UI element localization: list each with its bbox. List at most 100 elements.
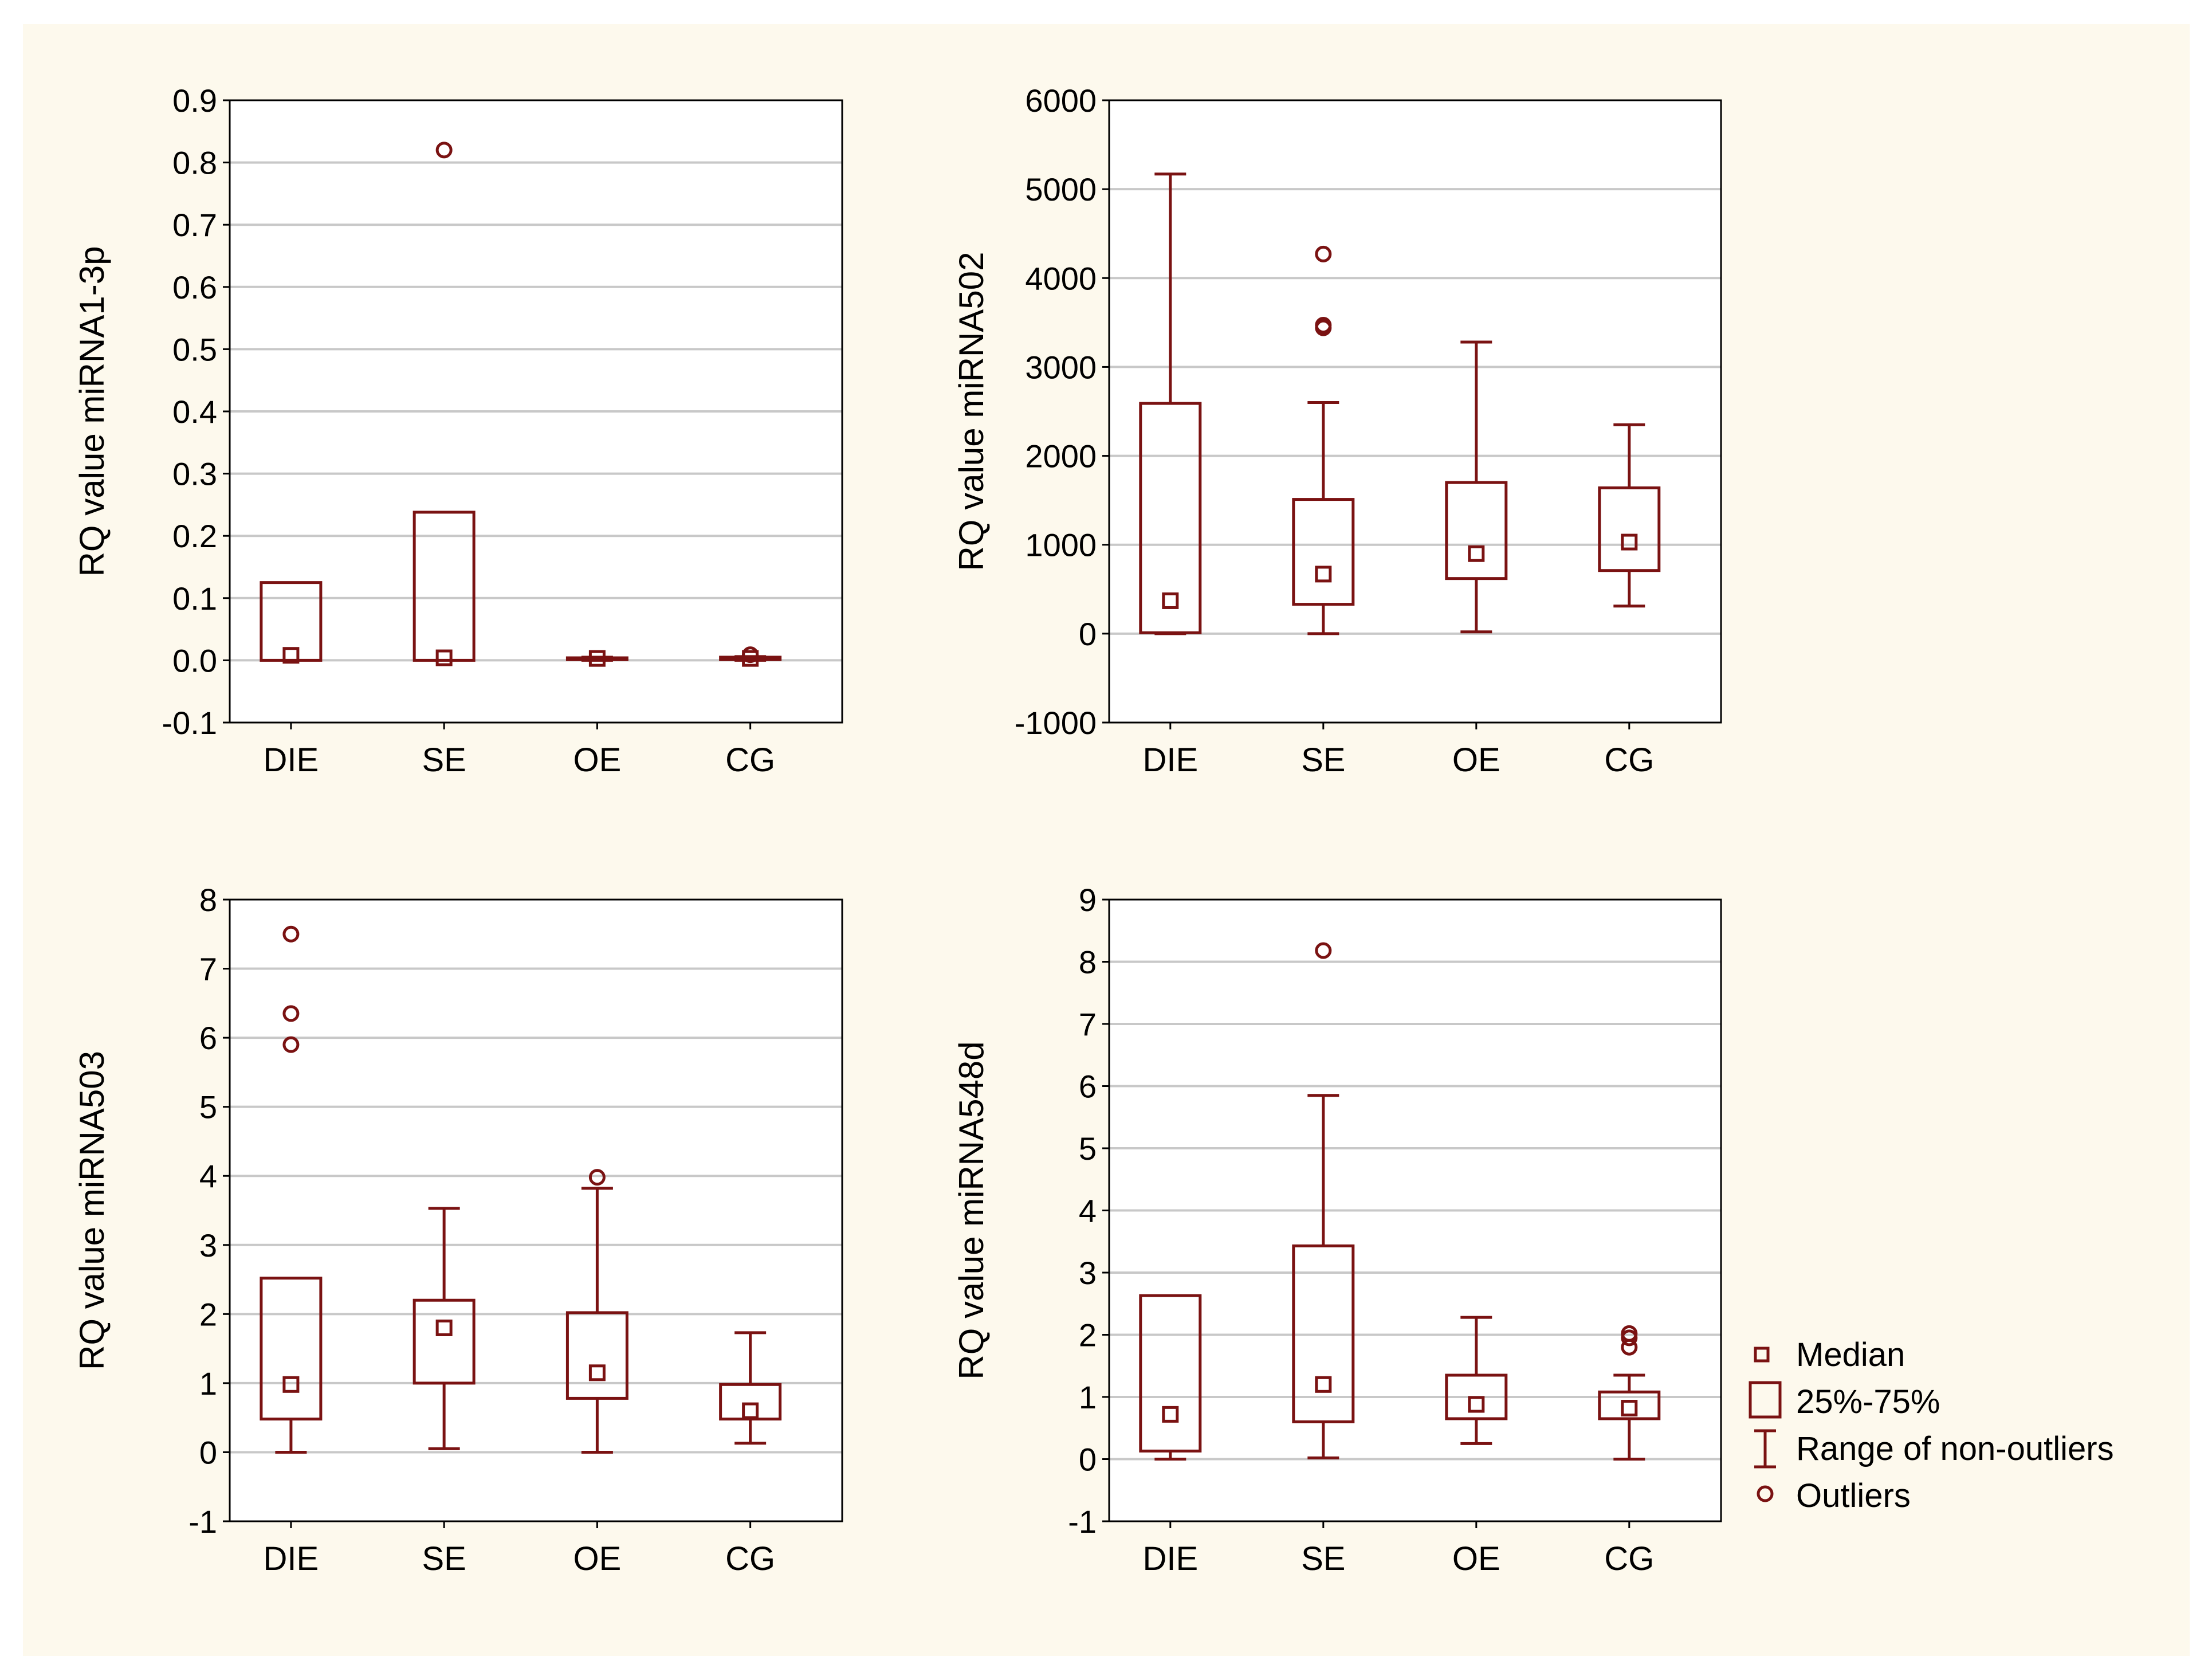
y-tick-label: -1000 <box>1015 705 1097 741</box>
y-tick-label: 0.5 <box>172 331 217 367</box>
plot-frame <box>1108 99 1722 724</box>
legend-label-iqr: 25%-75% <box>1796 1383 1940 1420</box>
y-tick-label: 3 <box>199 1227 217 1263</box>
y-tick-label: 7 <box>199 951 217 987</box>
median-marker <box>282 647 300 664</box>
median-marker <box>1621 533 1638 551</box>
median-marker <box>588 650 606 667</box>
y-tick-label: 0.9 <box>172 83 217 119</box>
y-axis-label: RQ value miRNA503 <box>73 1051 111 1370</box>
y-tick-label: 5 <box>1079 1131 1097 1167</box>
box-cg <box>719 646 782 667</box>
y-tick-label: 6 <box>1079 1069 1097 1105</box>
box-cg <box>719 1331 782 1445</box>
x-tick-label: CG <box>1604 741 1654 779</box>
outlier-point <box>282 925 300 943</box>
x-tick-label: DIE <box>264 741 319 779</box>
box-oe <box>565 1169 628 1454</box>
y-tick-label: 5000 <box>1025 171 1097 207</box>
outlier-point <box>1315 245 1332 262</box>
legend-label-median: Median <box>1796 1336 1905 1373</box>
iqr-box <box>719 655 782 661</box>
median-marker <box>742 1402 759 1419</box>
box-cg <box>1598 1325 1661 1461</box>
x-tick-label: SE <box>1301 741 1345 779</box>
box-se <box>412 142 476 666</box>
y-tick-label: 0 <box>199 1434 217 1470</box>
iqr-box <box>565 656 628 661</box>
outlier-circle-icon <box>1757 1485 1774 1502</box>
x-tick-label: SE <box>1301 1540 1345 1577</box>
y-tick-label: 0.8 <box>172 145 217 181</box>
y-tick-label: 3000 <box>1025 349 1097 385</box>
y-tick-label: 2 <box>1079 1317 1097 1353</box>
iqr-box <box>1445 481 1508 580</box>
box-oe <box>565 650 628 667</box>
y-tick-label: 4 <box>1079 1193 1097 1229</box>
iqr-box <box>1292 498 1355 606</box>
plot-area <box>1109 100 1721 723</box>
box-die <box>1139 1294 1202 1461</box>
y-tick-label: 1000 <box>1025 527 1097 563</box>
x-tick-label: DIE <box>1142 741 1198 779</box>
outlier-point <box>282 1036 300 1053</box>
outlier-point <box>1621 1338 1638 1356</box>
x-tick-label: DIE <box>1142 1540 1198 1577</box>
iqr-box <box>1598 1390 1661 1420</box>
outlier-point <box>742 646 759 664</box>
x-tick-label: OE <box>573 741 621 779</box>
median-marker <box>282 1376 300 1393</box>
median-marker <box>435 649 453 666</box>
median-marker <box>1621 1400 1638 1417</box>
whisker-range-icon <box>1754 1429 1776 1469</box>
y-tick-label: 9 <box>1079 882 1097 918</box>
outlier-point <box>435 142 453 159</box>
median-marker <box>435 1319 453 1336</box>
iqr-box <box>260 581 323 662</box>
legend-label-outliers: Outliers <box>1796 1477 1911 1514</box>
iqr-box <box>1139 1294 1202 1453</box>
iqr-box <box>1598 486 1661 572</box>
y-axis-label: RQ value miRNA502 <box>952 252 991 571</box>
y-tick-label: 7 <box>1079 1006 1097 1042</box>
legend-label-range: Range of non-outliers <box>1796 1430 2114 1467</box>
y-tick-label: 2000 <box>1025 438 1097 474</box>
x-tick-label: DIE <box>264 1540 319 1577</box>
x-tick-label: OE <box>1452 1540 1500 1577</box>
box-se <box>1292 245 1355 635</box>
median-marker <box>588 1364 606 1381</box>
median-square-icon <box>1754 1347 1770 1363</box>
y-tick-label: 6 <box>199 1020 217 1056</box>
iqr-box <box>565 1311 628 1400</box>
y-tick-label: -0.1 <box>162 705 218 741</box>
outlier-point <box>282 1005 300 1022</box>
outlier-point <box>1315 319 1332 336</box>
y-tick-label: 0.7 <box>172 207 217 243</box>
iqr-box <box>412 1298 476 1385</box>
median-marker <box>1162 592 1179 609</box>
box-se <box>412 1207 476 1450</box>
panel-mirna502: -1000 0 1000 2000 3000 4000 5000 6000 RQ value m… <box>952 83 1722 779</box>
y-tick-label: 8 <box>1079 944 1097 980</box>
outlier-point <box>1315 942 1332 959</box>
y-tick-label: 0 <box>1079 1442 1097 1478</box>
iqr-box <box>1445 1373 1508 1420</box>
outlier-point <box>1621 1329 1638 1347</box>
y-tick-label: 8 <box>199 882 217 918</box>
iqr-box <box>412 511 476 662</box>
x-tick-label: CG <box>725 1540 775 1577</box>
iqr-box <box>1139 402 1202 634</box>
y-tick-label: 0.0 <box>172 642 217 678</box>
median-marker <box>1468 545 1485 562</box>
y-tick-label: 6000 <box>1025 83 1097 119</box>
y-tick-label: 4000 <box>1025 260 1097 296</box>
y-tick-label: 0.6 <box>172 269 217 305</box>
x-tick-label: OE <box>1452 741 1500 779</box>
median-marker <box>1162 1406 1179 1423</box>
box-die <box>1139 172 1202 635</box>
iqr-box-icon <box>1749 1381 1782 1419</box>
y-tick-label: 4 <box>199 1158 217 1194</box>
y-tick-label: 0.1 <box>172 580 217 617</box>
panel-mirna503: -1 0 1 2 3 4 5 6 7 8 RQ value miRNA503 DIE SE OE CG <box>73 882 843 1577</box>
box-oe <box>1445 340 1508 634</box>
